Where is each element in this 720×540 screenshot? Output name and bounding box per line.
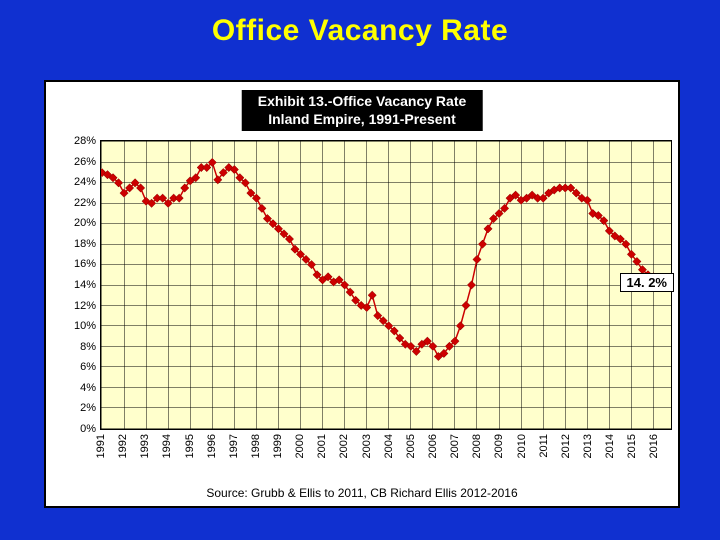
x-tick-label: 2015	[626, 434, 638, 458]
x-tick-label: 2005	[405, 434, 417, 458]
x-tick-label: 2000	[294, 434, 306, 458]
x-tick-label: 2010	[516, 434, 528, 458]
y-tick-label: 12%	[74, 300, 96, 312]
x-tick-label: 1995	[184, 434, 196, 458]
x-tick-label: 1994	[161, 434, 173, 458]
slide: Office Vacancy Rate Exhibit 13.-Office V…	[0, 0, 720, 540]
y-tick-label: 24%	[74, 176, 96, 188]
plot-svg	[101, 141, 671, 429]
x-tick-label: 2014	[604, 434, 616, 458]
x-tick-label: 2016	[648, 434, 660, 458]
x-tick-label: 1993	[139, 434, 151, 458]
chart-title-line2: Inland Empire, 1991-Present	[268, 111, 456, 127]
x-tick-label: 1996	[206, 434, 218, 458]
y-tick-label: 22%	[74, 197, 96, 209]
y-tick-label: 0%	[80, 423, 96, 435]
y-tick-label: 20%	[74, 217, 96, 229]
x-tick-label: 1991	[95, 434, 107, 458]
x-tick-label: 2004	[383, 434, 395, 458]
y-axis-labels: 0%2%4%6%8%10%12%14%16%18%20%22%24%26%28%	[46, 140, 100, 430]
y-tick-label: 28%	[74, 135, 96, 147]
x-tick-label: 2006	[427, 434, 439, 458]
y-tick-label: 14%	[74, 279, 96, 291]
x-tick-label: 2013	[582, 434, 594, 458]
y-tick-label: 6%	[80, 361, 96, 373]
x-tick-label: 2003	[361, 434, 373, 458]
chart-container: Exhibit 13.-Office Vacancy Rate Inland E…	[44, 80, 680, 508]
x-tick-label: 1999	[272, 434, 284, 458]
x-tick-label: 2007	[449, 434, 461, 458]
page-title: Office Vacancy Rate	[0, 14, 720, 48]
y-tick-label: 10%	[74, 320, 96, 332]
x-tick-label: 1992	[117, 434, 129, 458]
chart-title-line1: Exhibit 13.-Office Vacancy Rate	[258, 93, 467, 109]
x-tick-label: 1998	[250, 434, 262, 458]
x-tick-label: 1997	[228, 434, 240, 458]
x-axis-labels: 1991199219931994199519961997199819992000…	[100, 434, 672, 484]
x-tick-label: 2002	[338, 434, 350, 458]
source-note: Source: Grubb & Ellis to 2011, CB Richar…	[46, 486, 678, 500]
callout-last-value: 14. 2%	[620, 273, 674, 292]
y-tick-label: 8%	[80, 341, 96, 353]
x-tick-label: 2012	[560, 434, 572, 458]
y-tick-label: 18%	[74, 238, 96, 250]
x-tick-label: 2011	[538, 434, 550, 458]
plot-area	[100, 140, 672, 430]
y-tick-label: 16%	[74, 258, 96, 270]
chart-title: Exhibit 13.-Office Vacancy Rate Inland E…	[242, 90, 483, 131]
y-tick-label: 4%	[80, 382, 96, 394]
x-tick-label: 2009	[493, 434, 505, 458]
x-tick-label: 2001	[316, 434, 328, 458]
x-tick-label: 2008	[471, 434, 483, 458]
y-tick-label: 2%	[80, 402, 96, 414]
y-tick-label: 26%	[74, 156, 96, 168]
